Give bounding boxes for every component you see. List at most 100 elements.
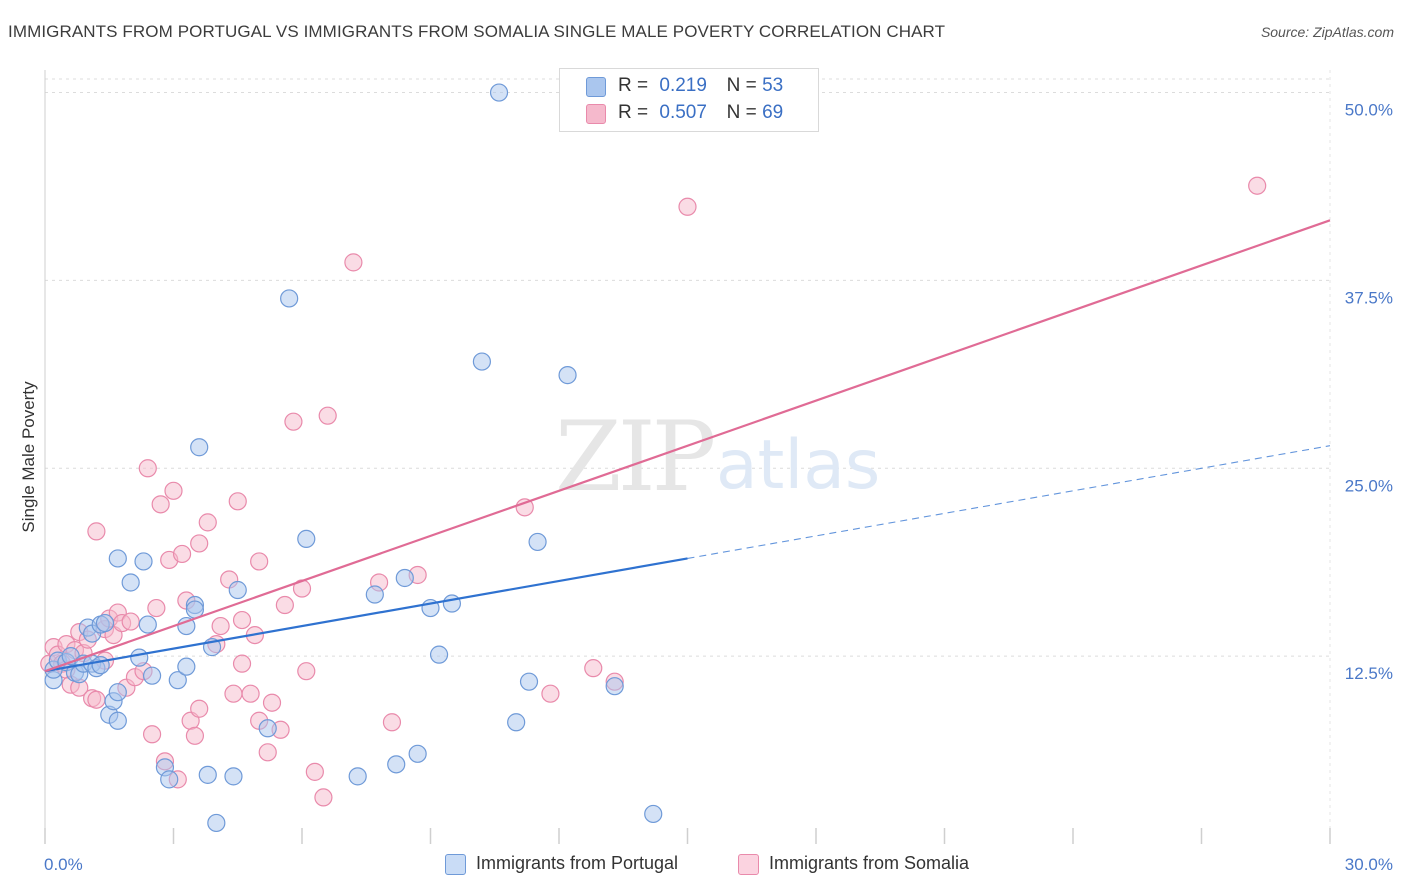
portugal-point: [95, 613, 115, 633]
somalia-point: [224, 684, 243, 703]
y-tick-label: 37.5%: [1345, 288, 1393, 307]
portugal-point: [605, 677, 624, 696]
portugal-point: [207, 813, 226, 833]
portugal-point: [528, 532, 547, 552]
legend-text-portugal: R = 0.219 N = 53: [618, 75, 783, 97]
portugal-point: [224, 767, 243, 786]
series-label-portugal: Immigrants from Portugal: [476, 853, 679, 873]
portugal-point: [130, 648, 149, 667]
portugal-trend-line: [44, 557, 688, 673]
portugal-point: [108, 711, 127, 730]
portugal-point: [190, 438, 209, 457]
somalia-point: [541, 684, 560, 703]
somalia-point: [232, 654, 252, 673]
stats-legend: R = 0.219 N = 53 R = 0.507 N = 69: [559, 68, 819, 132]
portugal-point: [91, 656, 110, 675]
somalia-point: [584, 659, 603, 678]
portugal-point: [160, 770, 179, 789]
y-tick-label: 25.0%: [1345, 476, 1393, 495]
portugal-point: [177, 616, 196, 636]
portugal-point: [142, 666, 162, 685]
portugal-point: [138, 615, 157, 634]
legend-swatch-portugal: [586, 77, 606, 97]
portugal-point: [228, 580, 247, 600]
portugal-point: [408, 744, 427, 763]
portugal-point: [387, 755, 406, 774]
y-tick-label: 12.5%: [1345, 664, 1393, 683]
somalia-point: [232, 610, 252, 630]
somalia-point: [164, 481, 183, 500]
somalia-point: [1248, 176, 1267, 195]
somalia-point: [87, 690, 106, 709]
somalia-point: [198, 513, 217, 532]
portugal-point: [507, 713, 526, 732]
somalia-point: [172, 544, 192, 564]
portugal-point: [395, 568, 414, 588]
somalia-point: [275, 595, 294, 615]
portugal-point: [365, 585, 384, 604]
somalia-point: [211, 616, 230, 636]
portugal-point: [489, 83, 509, 102]
y-tick-label: 50.0%: [1345, 101, 1393, 120]
somalia-point: [228, 492, 247, 511]
somalia-point: [151, 495, 170, 514]
somalia-point: [284, 412, 303, 431]
legend-n-portugal: 53: [762, 75, 784, 96]
portugal-point: [177, 657, 196, 676]
portugal-point: [429, 645, 449, 664]
somalia-point: [515, 498, 534, 517]
portugal-point: [258, 719, 277, 738]
somalia-point: [382, 713, 402, 732]
legend-swatch-somalia: [586, 104, 606, 124]
portugal-point: [168, 671, 187, 690]
legend-n-label: N =: [726, 102, 757, 123]
grid-layer: [45, 70, 1331, 844]
legend-n-somalia: 69: [762, 102, 784, 123]
legend-r-portugal: 0.219: [659, 75, 707, 96]
portugal-point: [108, 683, 127, 702]
somalia-point: [344, 253, 363, 272]
series-label-somalia: Immigrants from Somalia: [769, 853, 970, 873]
legend-r-label: R =: [618, 102, 649, 123]
x-tick-min: 0.0%: [44, 855, 83, 874]
somalia-point: [258, 743, 277, 762]
watermark-atlas: atlas: [716, 426, 880, 505]
portugal-point: [198, 765, 217, 784]
portugal-point: [121, 573, 140, 592]
somalia-point: [314, 788, 333, 807]
somalia-point: [305, 762, 324, 781]
axis-layer: 12.5% 25.0% 37.5% 50.0%: [44, 70, 1393, 844]
somalia-point: [138, 459, 157, 478]
portugal-point: [108, 549, 127, 568]
chart-title: IMMIGRANTS FROM PORTUGAL VS IMMIGRANTS F…: [8, 22, 946, 41]
series-swatch-portugal: [445, 854, 466, 875]
somalia-point: [190, 534, 209, 553]
somalia-point: [297, 662, 316, 681]
portugal-point: [472, 352, 491, 371]
somalia-point: [241, 684, 260, 703]
somalia-point: [318, 406, 337, 425]
legend-n-label: N =: [726, 75, 757, 96]
portugal-point: [280, 289, 299, 308]
somalia-point: [190, 699, 209, 718]
portugal-point: [442, 594, 462, 613]
somalia-point: [142, 725, 162, 744]
somalia-point: [185, 726, 205, 745]
x-tick-max: 30.0%: [1345, 855, 1393, 874]
series-swatch-somalia: [738, 854, 759, 875]
portugal-point: [348, 767, 367, 786]
somalia-point: [262, 693, 282, 712]
legend-r-label: R =: [618, 75, 649, 96]
somalia-point: [121, 612, 140, 631]
portugal-trend-extension: [687, 445, 1331, 559]
watermark-zip: ZIP: [555, 401, 714, 513]
somalia-point: [87, 522, 106, 541]
portugal-point: [644, 804, 663, 824]
source-label: Source: ZipAtlas.com: [1260, 24, 1394, 40]
y-axis-label: Single Male Poverty: [19, 381, 38, 533]
watermark: ZIP atlas: [555, 401, 880, 513]
portugal-point: [297, 529, 316, 549]
somalia-point: [678, 197, 697, 216]
portugal-point: [134, 552, 153, 571]
